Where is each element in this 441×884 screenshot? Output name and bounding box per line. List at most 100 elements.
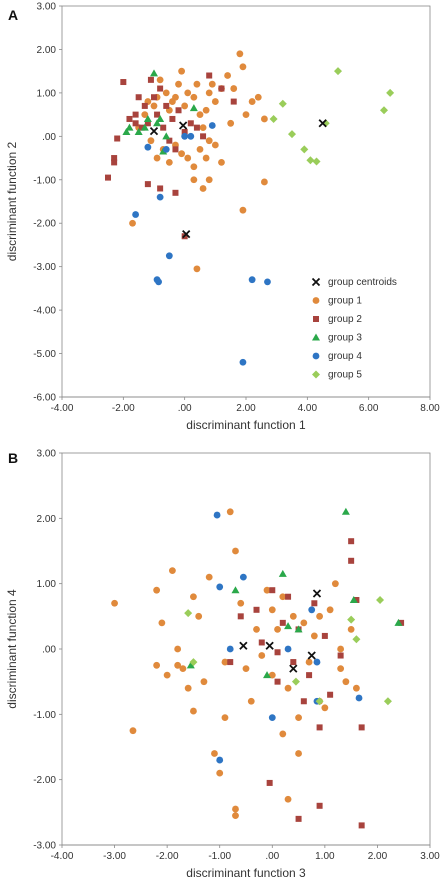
x-tick-label: 2.00 — [368, 851, 388, 862]
data-point-group-1 — [195, 612, 203, 620]
data-point-group-1 — [196, 145, 204, 153]
data-point-group-5 — [352, 635, 361, 644]
data-point-group-2 — [151, 94, 157, 101]
data-point-group-1 — [205, 89, 213, 97]
data-point-group-1 — [169, 567, 176, 574]
data-point-group-5 — [347, 615, 356, 624]
data-point-group-4 — [264, 278, 271, 286]
data-point-group-1 — [205, 137, 213, 145]
data-point-group-4 — [187, 132, 195, 140]
data-point-group-4 — [144, 143, 152, 151]
data-point-group-1 — [236, 50, 244, 58]
data-point-group-1 — [205, 573, 213, 581]
data-point-group-centroids — [182, 229, 191, 239]
data-point-group-1 — [158, 619, 166, 627]
data-point-group-1 — [316, 612, 323, 620]
data-point-group-2 — [147, 76, 154, 83]
data-point-group-2 — [321, 632, 328, 639]
data-point-group-centroids — [239, 641, 248, 650]
data-point-group-1 — [175, 80, 182, 88]
data-point-group-5 — [184, 609, 193, 618]
legend-item-label: group 5 — [328, 370, 362, 381]
data-point-group-1 — [242, 665, 250, 672]
x-tick-label: -1.00 — [208, 851, 231, 862]
y-tick-label: .00 — [42, 132, 56, 143]
data-point-group-2 — [111, 159, 118, 166]
data-point-group-2 — [114, 135, 121, 142]
data-point-group-4 — [162, 145, 170, 153]
data-point-group-4 — [165, 252, 173, 260]
data-point-group-2 — [227, 659, 234, 666]
data-point-group-5 — [315, 697, 324, 706]
x-axis-label-a: discriminant function 1 — [186, 418, 306, 432]
data-point-group-1 — [208, 80, 216, 88]
data-point-group-5 — [300, 145, 309, 154]
data-point-group-1 — [153, 586, 161, 594]
data-point-group-1 — [326, 606, 334, 614]
data-point-group-1 — [129, 727, 137, 735]
data-point-group-1 — [211, 141, 219, 149]
data-point-group-3 — [278, 569, 287, 577]
data-point-group-1 — [193, 80, 201, 88]
data-point-group-centroids — [289, 664, 298, 673]
data-point-group-2 — [279, 619, 286, 626]
data-point-group-1 — [242, 111, 250, 119]
y-tick-label: -3.00 — [33, 841, 56, 852]
data-point-group-2 — [172, 189, 179, 196]
legend-item-label: group 3 — [328, 333, 362, 344]
data-point-group-2 — [300, 698, 307, 705]
data-point-group-3 — [341, 507, 350, 515]
data-point-group-3 — [189, 104, 198, 112]
data-point-group-5 — [269, 114, 278, 123]
data-point-group-2 — [306, 672, 313, 679]
data-point-group-1 — [279, 730, 287, 738]
y-tick-label: -2.00 — [33, 219, 56, 230]
data-point-group-1 — [295, 750, 302, 757]
data-point-group-1 — [141, 111, 149, 119]
data-point-group-1 — [162, 89, 170, 97]
data-point-group-2 — [353, 597, 360, 603]
data-point-group-1 — [156, 76, 164, 84]
data-point-group-1 — [174, 645, 182, 653]
data-point-group-3 — [284, 622, 293, 630]
scatter-panel-a: A 3.00 2.00 1.00 .00 -1.00 -2.00 -3.00 -4.00 -5.… — [5, 2, 440, 433]
data-point-group-1 — [181, 102, 189, 110]
data-point-group-2 — [274, 678, 281, 685]
data-point-group-1 — [261, 178, 268, 186]
data-point-group-1 — [179, 665, 187, 672]
x-tick-label: -3.00 — [103, 851, 126, 862]
legend-marker-group-1 — [312, 297, 320, 304]
data-point-group-2 — [290, 659, 297, 666]
data-point-group-2 — [144, 181, 151, 188]
data-point-group-4 — [268, 714, 276, 721]
data-point-group-5 — [306, 156, 315, 165]
data-point-group-centroids — [318, 119, 327, 128]
y-tick-label: 2.00 — [37, 45, 57, 56]
data-point-group-1 — [190, 593, 197, 601]
data-point-group-4 — [226, 645, 234, 653]
y-tick-label: -5.00 — [33, 349, 56, 360]
data-point-group-2 — [274, 649, 281, 656]
data-point-group-1 — [202, 106, 210, 114]
data-point-group-1 — [305, 658, 313, 666]
data-point-group-3 — [159, 147, 168, 155]
legend-item-label: group 4 — [328, 351, 362, 362]
data-point-group-2 — [126, 115, 133, 122]
data-point-group-1 — [150, 102, 158, 110]
data-point-group-3 — [125, 123, 134, 131]
data-point-group-3 — [394, 618, 403, 626]
data-point-group-2 — [175, 107, 182, 114]
y-tick-label: -1.00 — [33, 175, 56, 186]
data-point-group-2 — [132, 111, 139, 118]
data-point-group-4 — [239, 358, 247, 366]
data-point-group-1 — [239, 206, 247, 214]
data-point-group-1 — [129, 219, 136, 227]
data-point-group-1 — [237, 599, 245, 607]
data-point-group-2 — [166, 137, 173, 144]
data-point-group-4 — [216, 583, 224, 591]
data-point-group-1 — [200, 678, 208, 686]
data-point-group-2 — [358, 724, 365, 731]
data-point-group-2 — [157, 85, 164, 92]
y-tick-labels-b: 3.00 2.00 1.00 .00 -1.00 -2.00 -3.00 — [33, 449, 62, 852]
data-point-group-1 — [239, 63, 247, 71]
